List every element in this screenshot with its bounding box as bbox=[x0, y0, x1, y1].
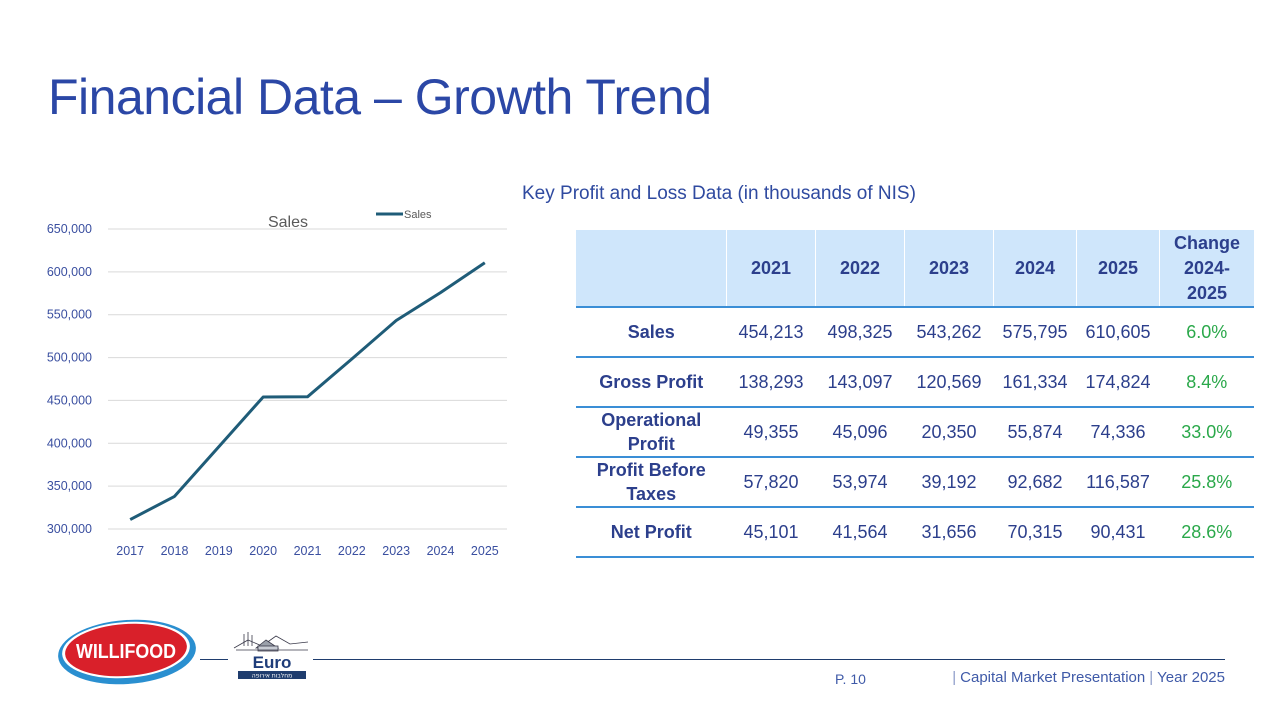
cell-value: 55,874 bbox=[993, 407, 1077, 458]
euro-logo: Euro מחלבות אירופה bbox=[233, 632, 309, 680]
header-change-line3: 2025 bbox=[1186, 282, 1228, 303]
x-tick-label: 2017 bbox=[116, 544, 144, 558]
legend-label-sales: Sales bbox=[404, 209, 432, 221]
x-tick-label: 2024 bbox=[427, 544, 455, 558]
x-tick-label: 2018 bbox=[161, 544, 189, 558]
cell-value: 70,315 bbox=[993, 507, 1077, 558]
cell-value: 610,605 bbox=[1076, 307, 1160, 358]
table-header-row: 2021 2022 2023 2024 2025 Change 2024- 20… bbox=[576, 230, 1254, 308]
cell-value: 31,656 bbox=[904, 507, 994, 558]
village-sketch-icon bbox=[233, 632, 309, 652]
cell-value: 53,974 bbox=[815, 457, 905, 508]
header-2023: 2023 bbox=[904, 230, 994, 308]
y-tick-label: 650,000 bbox=[47, 222, 92, 236]
y-tick-label: 350,000 bbox=[47, 479, 92, 493]
euro-wordmark: Euro bbox=[253, 653, 292, 672]
row-label: Net Profit bbox=[576, 507, 727, 558]
row-label: Sales bbox=[576, 307, 727, 358]
cell-value: 39,192 bbox=[904, 457, 994, 508]
cell-value: 57,820 bbox=[726, 457, 816, 508]
y-tick-label: 500,000 bbox=[47, 351, 92, 365]
willifood-wordmark: WILLIFOOD bbox=[76, 641, 176, 663]
y-tick-label: 600,000 bbox=[47, 265, 92, 279]
footer-separator: | bbox=[952, 669, 957, 686]
cell-change: 25.8% bbox=[1159, 457, 1254, 508]
table-row-net-profit: Net Profit 45,101 41,564 31,656 70,315 9… bbox=[576, 507, 1254, 558]
row-label: Gross Profit bbox=[576, 357, 727, 408]
cell-value: 120,569 bbox=[904, 357, 994, 408]
table-row-profit-before-taxes: Profit Before Taxes 57,820 53,974 39,192… bbox=[576, 457, 1254, 508]
cell-value: 174,824 bbox=[1076, 357, 1160, 408]
footer-divider-short bbox=[200, 659, 228, 660]
footer-year: Year 2025 bbox=[1157, 669, 1225, 686]
series-line-sales bbox=[129, 261, 486, 521]
header-2021: 2021 bbox=[726, 230, 816, 308]
row-label: Operational Profit bbox=[576, 407, 727, 458]
cell-value: 20,350 bbox=[904, 407, 994, 458]
row-label: Profit Before Taxes bbox=[576, 457, 727, 508]
cell-value: 543,262 bbox=[904, 307, 994, 358]
row-label-line2: Profit bbox=[627, 434, 675, 454]
cell-value: 498,325 bbox=[815, 307, 905, 358]
cell-value: 161,334 bbox=[993, 357, 1077, 408]
sales-line-chart: 300,000 350,000 400,000 450,000 500,000 550,0… bbox=[47, 209, 507, 558]
chart-gridlines bbox=[108, 228, 507, 530]
header-change: Change 2024- 2025 bbox=[1159, 230, 1254, 308]
slide-title: Financial Data – Growth Trend bbox=[48, 69, 712, 125]
header-2025: 2025 bbox=[1076, 230, 1160, 308]
header-2022: 2022 bbox=[815, 230, 905, 308]
euro-tagline: מחלבות אירופה bbox=[252, 673, 292, 680]
chart-y-axis: 300,000 350,000 400,000 450,000 500,000 550,0… bbox=[47, 222, 92, 536]
x-tick-label: 2019 bbox=[205, 544, 233, 558]
cell-change: 6.0% bbox=[1159, 307, 1254, 358]
willifood-logo: WILLIFOOD bbox=[58, 619, 196, 685]
x-tick-label: 2023 bbox=[382, 544, 410, 558]
header-change-line1: Change bbox=[1173, 232, 1240, 253]
page-number: P. 10 bbox=[835, 671, 866, 687]
cell-value: 138,293 bbox=[726, 357, 816, 408]
cell-value: 454,213 bbox=[726, 307, 816, 358]
x-tick-label: 2025 bbox=[471, 544, 499, 558]
header-blank bbox=[576, 230, 727, 308]
table-row-gross-profit: Gross Profit 138,293 143,097 120,569 161… bbox=[576, 357, 1254, 408]
header-2024: 2024 bbox=[993, 230, 1077, 308]
cell-value: 92,682 bbox=[993, 457, 1077, 508]
x-tick-label: 2022 bbox=[338, 544, 366, 558]
cell-change: 28.6% bbox=[1159, 507, 1254, 558]
y-tick-label: 550,000 bbox=[47, 308, 92, 322]
table-row-sales: Sales 454,213 498,325 543,262 575,795 61… bbox=[576, 307, 1254, 358]
footer-divider bbox=[313, 659, 1225, 660]
row-label-line1: Profit Before bbox=[596, 460, 706, 480]
row-label-line1: Operational bbox=[601, 410, 702, 430]
footer-separator: | bbox=[1149, 669, 1154, 686]
y-tick-label: 450,000 bbox=[47, 393, 92, 407]
cell-value: 116,587 bbox=[1076, 457, 1160, 508]
cell-value: 90,431 bbox=[1076, 507, 1160, 558]
footer-presentation: Capital Market Presentation bbox=[960, 669, 1146, 686]
cell-value: 575,795 bbox=[993, 307, 1077, 358]
cell-value: 45,101 bbox=[726, 507, 816, 558]
cell-value: 74,336 bbox=[1076, 407, 1160, 458]
cell-value: 49,355 bbox=[726, 407, 816, 458]
cell-value: 45,096 bbox=[815, 407, 905, 458]
y-tick-label: 300,000 bbox=[47, 522, 92, 536]
footer-caption: | Capital Market Presentation | Year 2025 bbox=[948, 669, 1225, 686]
cell-change: 33.0% bbox=[1159, 407, 1254, 458]
chart-title: Sales bbox=[268, 214, 308, 231]
cell-value: 143,097 bbox=[815, 357, 905, 408]
pl-table: 2021 2022 2023 2024 2025 Change 2024- 20… bbox=[576, 230, 1254, 558]
x-tick-label: 2021 bbox=[294, 544, 322, 558]
row-label-line2: Taxes bbox=[626, 484, 677, 504]
table-row-operational-profit: Operational Profit 49,355 45,096 20,350 … bbox=[576, 407, 1254, 458]
y-tick-label: 400,000 bbox=[47, 436, 92, 450]
table-caption: Key Profit and Loss Data (in thousands o… bbox=[522, 183, 916, 204]
header-change-line2: 2024- bbox=[1183, 257, 1231, 278]
chart-x-axis: 2017 2018 2019 2020 2021 2022 2023 2024 2025 bbox=[116, 544, 499, 558]
cell-value: 41,564 bbox=[815, 507, 905, 558]
x-tick-label: 2020 bbox=[249, 544, 277, 558]
cell-change: 8.4% bbox=[1159, 357, 1254, 408]
chart-legend: Sales bbox=[376, 209, 432, 221]
